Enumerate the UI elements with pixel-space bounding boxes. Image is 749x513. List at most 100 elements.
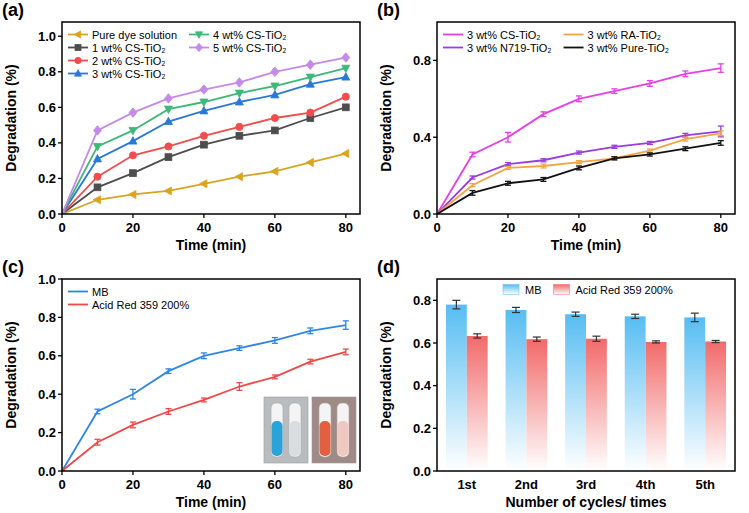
plot-data	[437, 64, 724, 214]
error-bar-cap	[469, 190, 475, 191]
error-bar	[718, 126, 724, 137]
error-bar-cap	[682, 137, 688, 138]
y-tick-label: 0.4	[38, 135, 57, 150]
legend-swatch	[68, 304, 88, 306]
panel-label: (a)	[2, 0, 24, 20]
error-bar-cap	[540, 181, 546, 182]
data-point	[129, 152, 136, 159]
bar	[684, 317, 705, 471]
error-bar-cap	[505, 132, 511, 133]
legend-label: MB	[525, 284, 542, 296]
error-bar-line	[515, 307, 516, 312]
y-tick-label: 0.4	[413, 378, 432, 393]
legend-entry: Pure dye solution	[68, 29, 177, 41]
error-bar-cap	[540, 163, 546, 164]
error-bar-cap	[473, 337, 481, 338]
legend: MBAcid Red 359 200%	[503, 284, 673, 296]
x-tick-label: 2nd	[515, 477, 538, 492]
legend-entry: 3 wt% N719-TiO₂	[443, 42, 552, 54]
legend-entry: 4 wt% CS-TiO₂	[189, 29, 287, 41]
y-tick-label: 0.6	[38, 100, 56, 115]
legend-label: 3 wt% CS-TiO₂	[92, 68, 166, 80]
error-bar-cap	[682, 133, 688, 134]
y-tick-label: 0.8	[413, 293, 431, 308]
data-point	[235, 90, 243, 97]
data-point	[342, 53, 350, 63]
y-tick-label: 1.0	[38, 29, 56, 44]
data-point	[129, 108, 137, 118]
data-point	[94, 173, 101, 180]
y-tick-label: 0.6	[38, 348, 56, 363]
error-bar-cap	[682, 150, 688, 151]
legend-entry: 3 wt% Pure-TiO₂	[564, 42, 670, 54]
error-bar-cap	[631, 318, 639, 319]
plot-data	[62, 53, 350, 214]
error-bar-cap	[718, 125, 724, 126]
x-tick-label: 60	[268, 220, 282, 235]
bar	[705, 342, 726, 471]
legend-swatch	[443, 34, 463, 36]
data-point	[165, 154, 172, 161]
panel: 0.00.40.8020406080Time (min)Degradation …	[377, 0, 735, 253]
error-bar-cap	[505, 141, 511, 142]
x-tick-label: 80	[339, 477, 353, 492]
error-bar-line	[456, 300, 457, 309]
legend-label: 2 wt% CS-TiO₂	[92, 55, 166, 67]
error-bar-cap	[682, 146, 688, 147]
error-bar-cap	[611, 93, 617, 94]
legend-label: Pure dye solution	[92, 29, 177, 41]
error-bar-cap	[130, 398, 136, 399]
error-bar-cap	[272, 337, 278, 338]
error-bar-line	[635, 314, 636, 318]
legend-entry: MB	[503, 284, 542, 296]
error-bar-cap	[691, 321, 699, 322]
data-point	[200, 99, 208, 106]
y-axis-title: Degradation (%)	[3, 321, 19, 428]
legend-entry: 3 wt% CS-TiO₂	[68, 68, 166, 80]
legend-label: Acid Red 359 200%	[92, 299, 189, 311]
error-bar-cap	[236, 390, 242, 391]
data-point	[164, 117, 172, 124]
error-bar	[652, 341, 660, 343]
plot-data	[446, 300, 726, 471]
data-point	[164, 94, 172, 104]
data-point	[342, 73, 350, 80]
data-point	[129, 127, 137, 134]
error-bar-cap	[473, 333, 481, 334]
error-bar-cap	[236, 345, 242, 346]
error-bar-line	[694, 313, 695, 322]
legend-entry: Acid Red 359 200%	[68, 299, 189, 311]
legend-entry: 1 wt% CS-TiO₂	[68, 42, 166, 54]
inset-photo	[312, 397, 356, 463]
panel-label: (d)	[377, 257, 400, 277]
panel: 0.00.20.40.60.81.0020406080Time (min)Deg…	[2, 257, 360, 510]
data-point	[236, 123, 243, 130]
error-bar-cap	[165, 414, 171, 415]
x-tick-label: 60	[643, 220, 657, 235]
data-point	[129, 137, 137, 144]
plot-frame	[62, 279, 360, 471]
x-tick-label: 40	[197, 220, 211, 235]
legend-label: 3 wt% N719-TiO₂	[467, 42, 552, 54]
error-bar-cap	[512, 307, 520, 308]
x-axis-title: Time (min)	[551, 237, 622, 253]
inset-background	[264, 397, 308, 463]
error-bar-cap	[236, 350, 242, 351]
data-point	[94, 184, 101, 191]
bar	[586, 339, 607, 471]
error-bar	[473, 334, 481, 338]
error-bar-line	[477, 334, 478, 338]
error-bar	[712, 340, 720, 342]
data-point	[200, 106, 208, 113]
x-tick-label: 4th	[636, 477, 656, 492]
vial-liquid	[320, 421, 331, 456]
error-bar-cap	[682, 137, 688, 138]
error-bar	[691, 313, 699, 322]
y-axis-title: Degradation (%)	[3, 64, 19, 171]
error-bar-cap	[712, 342, 720, 343]
error-bar-cap	[307, 327, 313, 328]
legend-entry: MB	[68, 286, 109, 298]
plot-frame	[437, 22, 735, 214]
error-bar-cap	[343, 320, 349, 321]
y-tick-label: 0.2	[38, 425, 56, 440]
